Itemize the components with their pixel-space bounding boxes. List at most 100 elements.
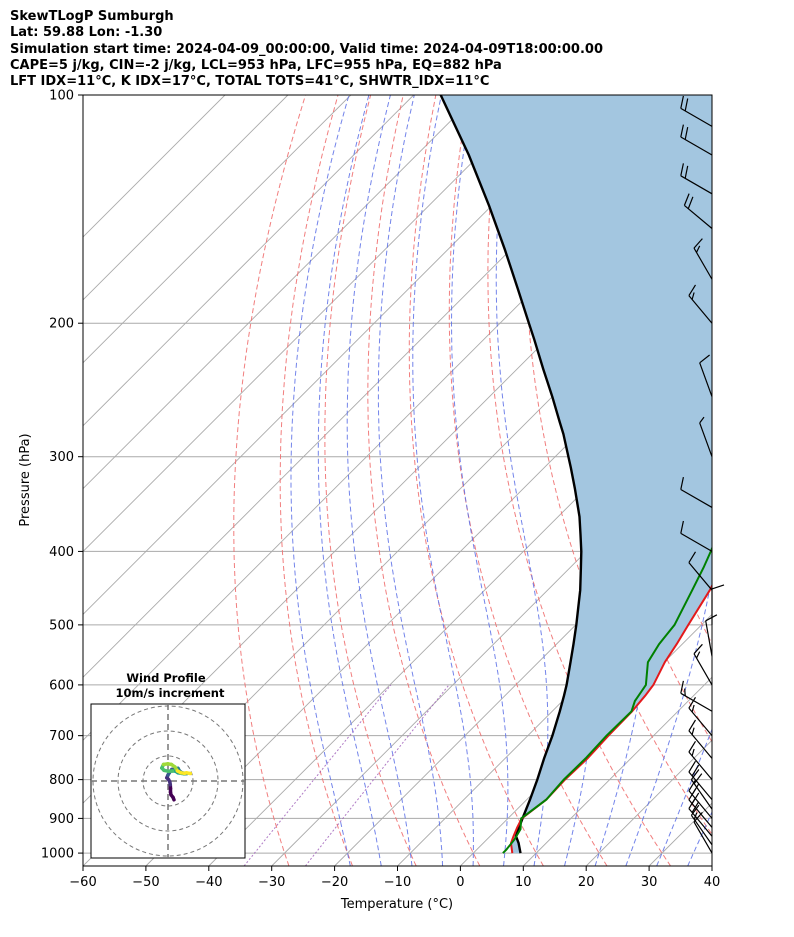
- isotherm-line: [334, 487, 712, 866]
- barb-flag: [687, 196, 694, 209]
- x-tick-label: −30: [258, 875, 285, 890]
- x-axis-label: Temperature (°C): [340, 897, 453, 912]
- isotherm-line: [83, 95, 352, 364]
- isotherm-line: [83, 95, 289, 301]
- barb-flag: [688, 719, 697, 732]
- chart-title: SkewTLogP Sumburgh: [10, 9, 174, 24]
- wind-barb: [680, 680, 713, 712]
- dry-adiabat: [448, 95, 608, 866]
- params-line-2: LFT IDX=11°C, K IDX=17°C, TOTAL TOTS=41°…: [10, 74, 490, 90]
- isotherm-line: [83, 95, 226, 238]
- barb-flag: [688, 696, 697, 709]
- barb-flag: [684, 126, 689, 140]
- wind-barb: [699, 354, 713, 397]
- chart-header: SkewTLogP Sumburgh Lat: 59.88 Lon: -1.30…: [10, 9, 603, 90]
- inset-title: Wind Profile: [126, 671, 206, 685]
- barb-flag: [688, 760, 697, 773]
- isotherm-line: [775, 95, 794, 866]
- moist-adiabat: [412, 95, 474, 866]
- x-tick-label: −40: [195, 875, 222, 890]
- wind-barb: [699, 416, 713, 457]
- barb-staff: [688, 799, 713, 828]
- wind-profile-inset: Wind Profile 10m/s increment: [90, 671, 246, 859]
- wind-barb: [680, 163, 713, 195]
- barb-flag: [691, 748, 695, 757]
- isotherm-line: [83, 95, 540, 553]
- dry-adiabat: [487, 95, 672, 866]
- cape-area: [440, 95, 712, 854]
- isotherm-line: [83, 95, 603, 616]
- barb-staff: [693, 821, 713, 854]
- moist-adiabat: [377, 95, 444, 866]
- dry-adiabat: [524, 95, 712, 836]
- barb-flag: [680, 476, 684, 490]
- x-tick-label: −10: [384, 875, 411, 890]
- y-tick-label: 200: [49, 317, 74, 332]
- isotherm-line: [83, 95, 415, 427]
- dry-adiabat: [324, 95, 417, 866]
- wind-barb: [688, 760, 713, 800]
- y-tick-label: 400: [49, 545, 74, 560]
- y-tick-label: 700: [49, 729, 74, 744]
- barb-staff: [688, 730, 713, 759]
- wind-barb: [680, 95, 713, 127]
- barb-flag: [693, 643, 703, 655]
- wind-barb: [683, 193, 713, 229]
- wind-barbs: [680, 95, 725, 854]
- barb-flag: [699, 416, 705, 424]
- barb-staff: [688, 771, 713, 800]
- barb-staff: [690, 779, 713, 810]
- dry-adiabat: [279, 95, 353, 866]
- y-tick-label: 800: [49, 773, 74, 788]
- dry-adiabat: [729, 95, 794, 866]
- isotherm-line: [145, 299, 712, 866]
- moist-adiabat: [625, 95, 712, 866]
- hodograph-segment: [184, 771, 193, 776]
- x-tick-label: 0: [456, 875, 464, 890]
- barb-staff: [699, 422, 713, 457]
- barb-flag: [699, 354, 710, 364]
- moist-adiabat: [346, 95, 413, 866]
- barb-staff: [705, 620, 713, 657]
- moist-adiabat: [719, 95, 794, 866]
- x-tick-label: −20: [321, 875, 348, 890]
- moist-adiabat: [656, 727, 712, 866]
- barb-staff: [688, 751, 713, 781]
- wind-barb: [680, 520, 713, 552]
- dry-adiabat: [408, 95, 544, 866]
- params-line-1: CAPE=5 j/kg, CIN=-2 j/kg, LCL=953 hPa, L…: [10, 57, 502, 73]
- wind-barb: [688, 284, 713, 324]
- wind-barb: [680, 124, 713, 156]
- x-tick-label: 30: [641, 875, 658, 890]
- barb-staff: [680, 692, 713, 712]
- dry-adiabat: [233, 95, 306, 866]
- barb-flag: [691, 704, 695, 713]
- x-tick-label: −50: [132, 875, 159, 890]
- time-line: Simulation start time: 2024-04-09_00:00:…: [10, 41, 603, 57]
- barb-staff: [688, 707, 713, 737]
- barb-staff: [680, 488, 713, 508]
- y-tick-label: 100: [49, 89, 74, 104]
- location-line: Lat: 59.88 Lon: -1.30: [10, 25, 163, 41]
- y-axis-label: Pressure (hPa): [18, 433, 33, 526]
- barb-flag: [684, 688, 686, 696]
- y-tick-label: 1000: [41, 847, 74, 862]
- profile-lines: [439, 95, 712, 854]
- barb-flag: [688, 740, 697, 753]
- barb-flag: [684, 98, 689, 112]
- wind-barb: [693, 238, 713, 280]
- wind-barb: [688, 551, 713, 591]
- barb-flag: [684, 165, 689, 179]
- x-axis: −60 −50 −40 −30 −20 −10 0 10 20 30 40: [69, 866, 720, 890]
- barb-flag: [688, 551, 697, 563]
- barb-flag: [711, 584, 725, 590]
- barb-flag: [680, 95, 684, 109]
- moist-adiabat: [450, 95, 509, 866]
- x-tick-label: 20: [578, 875, 595, 890]
- barb-staff: [688, 808, 713, 837]
- wind-barb: [688, 740, 713, 781]
- wind-barb: [705, 614, 718, 657]
- wind-barb: [688, 719, 713, 759]
- mixing-ratio-line: [305, 684, 450, 866]
- barb-flag: [690, 769, 700, 780]
